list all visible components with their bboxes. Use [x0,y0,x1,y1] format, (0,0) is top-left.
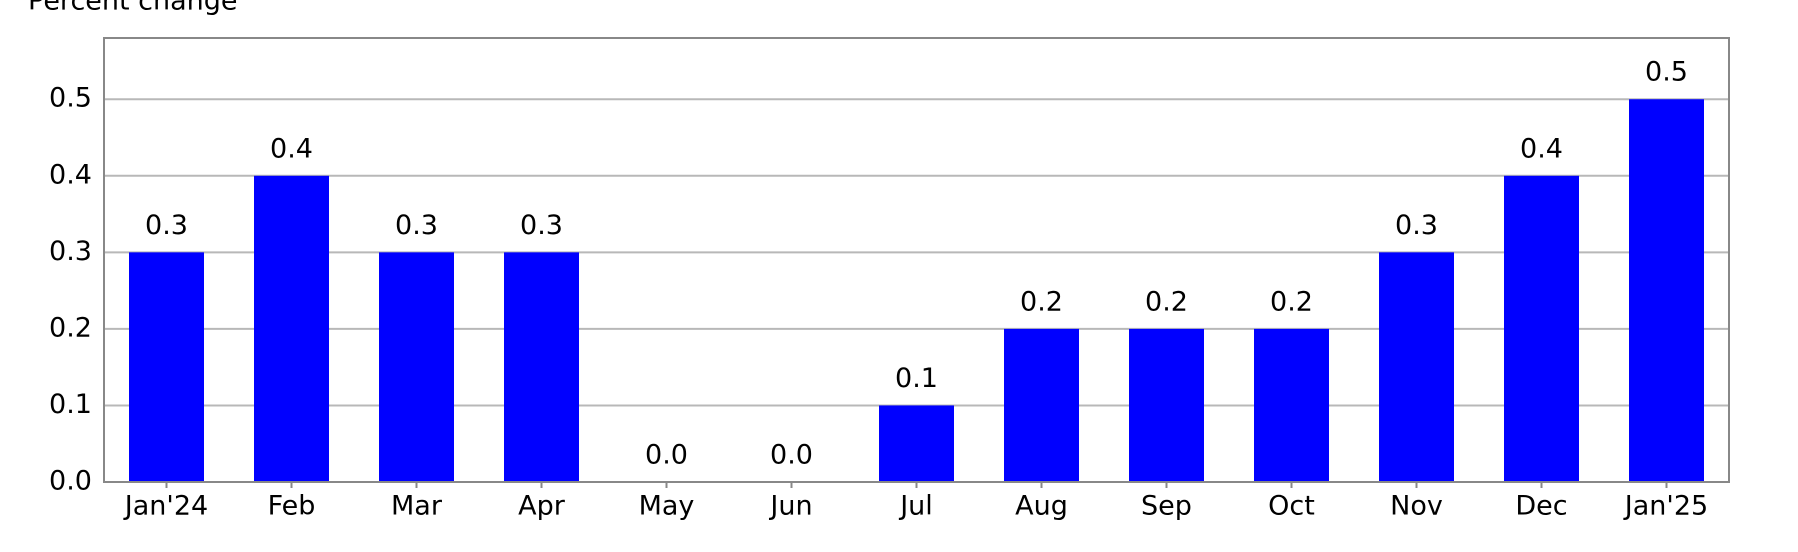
value-label: 0.0 [645,440,688,471]
x-tick-label: Aug [1015,491,1068,522]
bar [504,252,579,482]
y-tick-label: 0.2 [49,312,92,343]
x-tick-label: Jun [768,491,812,522]
value-label: 0.4 [1520,133,1563,164]
x-tick-label: Nov [1390,491,1443,522]
value-label: 0.2 [1270,286,1313,317]
bar [254,175,329,483]
value-label: 0.2 [1145,286,1188,317]
x-tick-label: Jan'25 [1623,491,1708,522]
y-tick-label: 0.5 [49,83,92,114]
value-label: 0.5 [1645,57,1688,88]
y-tick-label: 0.3 [49,236,92,267]
value-label: 0.3 [520,210,563,241]
x-tick-label: Feb [268,491,316,522]
x-tick-label: Apr [518,491,566,522]
value-label: 0.3 [145,210,188,241]
value-label: 0.3 [395,210,438,241]
bar [379,252,454,482]
x-tick-label: Dec [1515,491,1567,522]
value-label: 0.1 [895,363,938,394]
bar [1379,252,1454,482]
x-tick-label: Oct [1268,491,1315,522]
bar [129,252,204,482]
x-tick-label: Jan'24 [123,491,208,522]
x-tick-label: Mar [391,491,443,522]
bar [879,405,954,482]
value-label: 0.4 [270,133,313,164]
plot-frame [103,37,1730,483]
x-tick-label: May [639,491,695,522]
y-tick-label: 0.0 [49,466,92,497]
bar [1629,99,1704,482]
chart-title: Percent change [28,0,238,17]
bar [1254,328,1329,482]
x-tick-label: Sep [1141,491,1192,522]
y-tick-label: 0.4 [49,159,92,190]
bar [1004,328,1079,482]
bar [1504,175,1579,483]
value-label: 0.2 [1020,286,1063,317]
x-tick-label: Jul [898,491,933,522]
value-label: 0.0 [770,440,813,471]
y-tick-label: 0.1 [49,389,92,420]
value-label: 0.3 [1395,210,1438,241]
bar [1129,328,1204,482]
